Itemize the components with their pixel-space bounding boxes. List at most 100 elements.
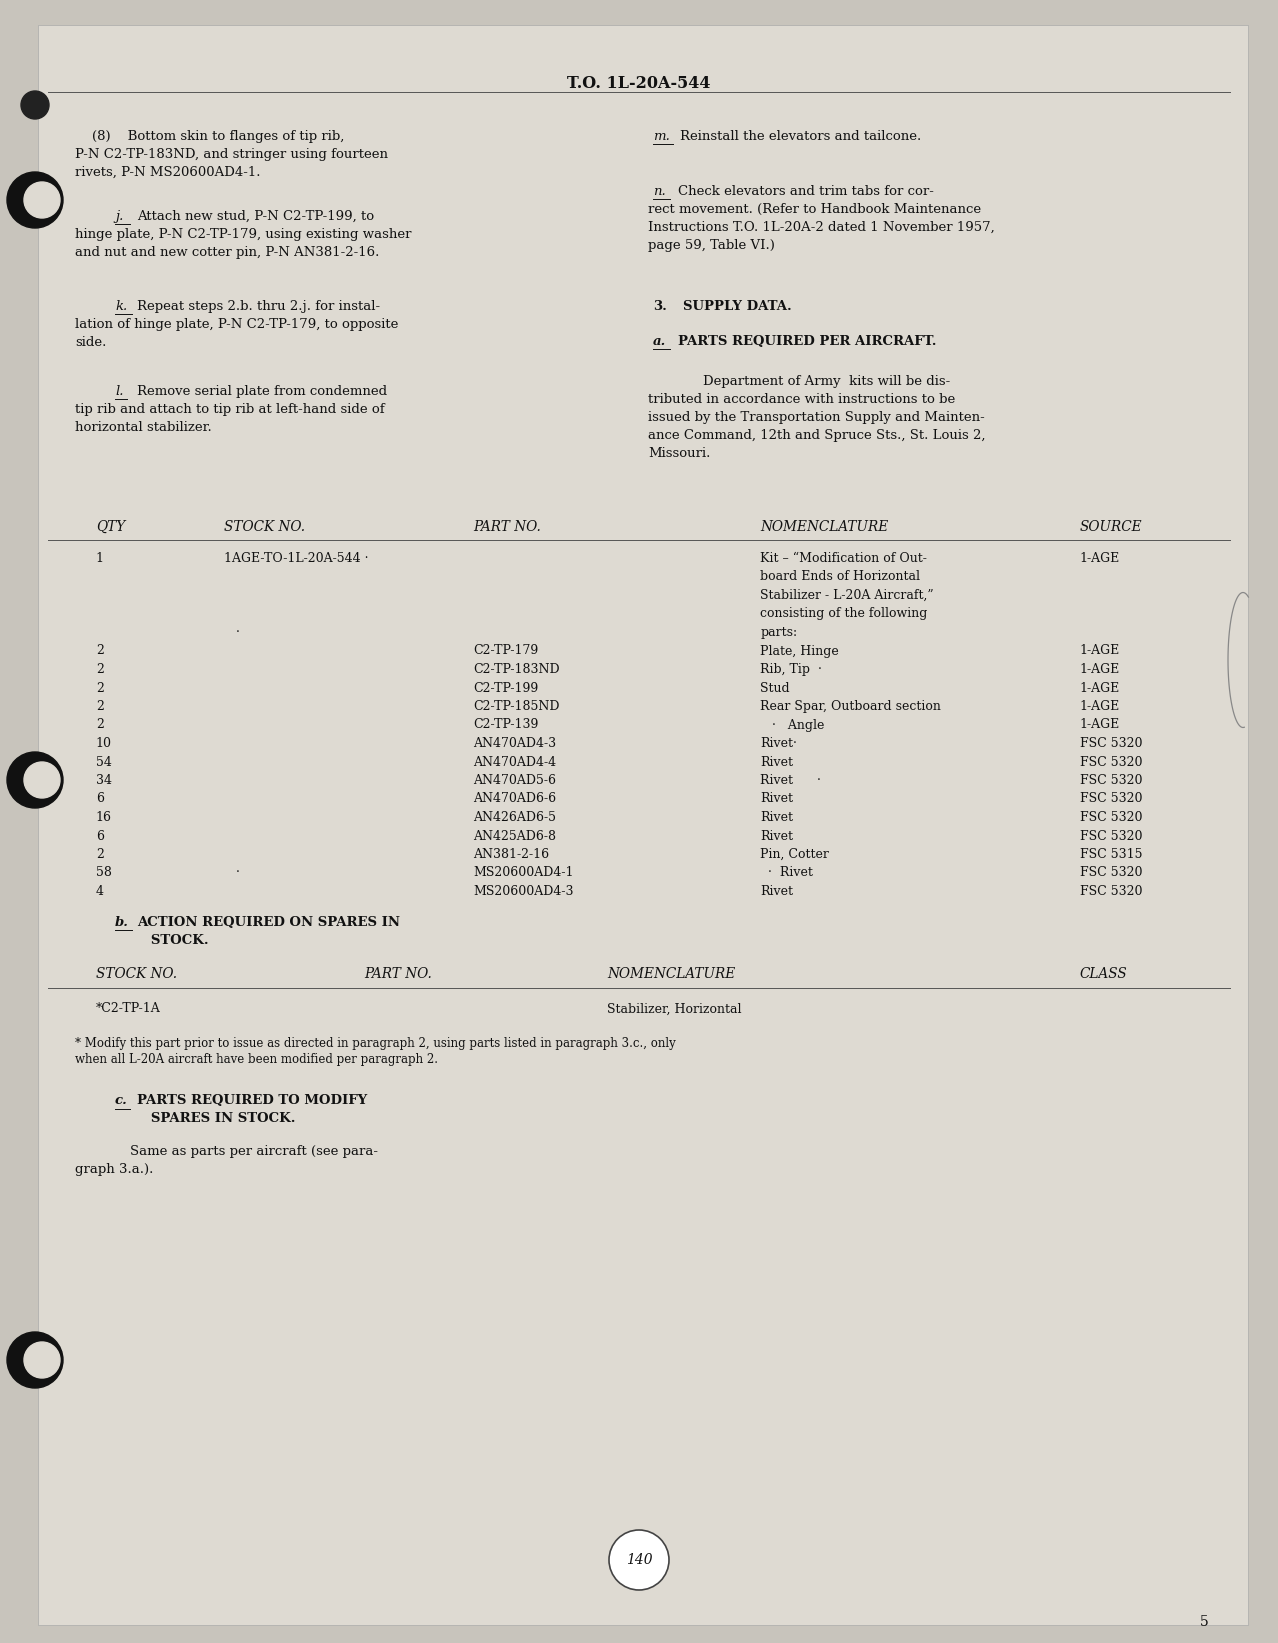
Text: and nut and new cotter pin, P-N AN381-2-16.: and nut and new cotter pin, P-N AN381-2-…: [75, 246, 380, 260]
Circle shape: [6, 1332, 63, 1388]
Text: SPARES IN STOCK.: SPARES IN STOCK.: [137, 1112, 295, 1125]
Text: (8)    Bottom skin to flanges of tip rib,: (8) Bottom skin to flanges of tip rib,: [75, 130, 344, 143]
Text: 140: 140: [626, 1553, 652, 1567]
Text: FSC 5320: FSC 5320: [1080, 812, 1143, 825]
Text: 6: 6: [96, 830, 104, 843]
Text: j.: j.: [115, 210, 124, 223]
Circle shape: [24, 1342, 60, 1378]
Text: STOCK.: STOCK.: [137, 933, 208, 946]
Text: graph 3.a.).: graph 3.a.).: [75, 1163, 153, 1175]
Text: consisting of the following: consisting of the following: [760, 608, 928, 621]
Text: side.: side.: [75, 337, 106, 348]
Text: 2: 2: [96, 718, 104, 731]
Text: horizontal stabilizer.: horizontal stabilizer.: [75, 421, 212, 434]
Text: ·   Angle: · Angle: [760, 718, 824, 731]
Text: c.: c.: [115, 1094, 128, 1107]
Text: Rib, Tip  ·: Rib, Tip ·: [760, 664, 822, 675]
Text: 2: 2: [96, 700, 104, 713]
Text: tip rib and attach to tip rib at left-hand side of: tip rib and attach to tip rib at left-ha…: [75, 403, 385, 416]
Text: issued by the Transportation Supply and Mainten-: issued by the Transportation Supply and …: [648, 411, 985, 424]
Text: C2-TP-139: C2-TP-139: [473, 718, 538, 731]
Text: m.: m.: [653, 130, 670, 143]
Text: CLASS: CLASS: [1080, 968, 1127, 981]
Text: Stud: Stud: [760, 682, 790, 695]
Text: Repeat steps 2.b. thru 2.j. for instal-: Repeat steps 2.b. thru 2.j. for instal-: [137, 301, 380, 314]
Text: 34: 34: [96, 774, 112, 787]
Text: hinge plate, P-N C2-TP-179, using existing washer: hinge plate, P-N C2-TP-179, using existi…: [75, 228, 412, 242]
Text: T.O. 1L-20A-544: T.O. 1L-20A-544: [567, 76, 711, 92]
Text: *C2-TP-1A: *C2-TP-1A: [96, 1002, 161, 1015]
Text: PART NO.: PART NO.: [364, 968, 432, 981]
Text: FSC 5320: FSC 5320: [1080, 866, 1143, 879]
Text: Stabilizer - L-20A Aircraft,”: Stabilizer - L-20A Aircraft,”: [760, 588, 934, 601]
Text: 58: 58: [96, 866, 111, 879]
Text: SOURCE: SOURCE: [1080, 519, 1143, 534]
Text: ACTION REQUIRED ON SPARES IN: ACTION REQUIRED ON SPARES IN: [137, 915, 400, 928]
Circle shape: [6, 752, 63, 808]
Text: AN470AD4-3: AN470AD4-3: [473, 738, 556, 749]
Text: P-N C2-TP-183ND, and stringer using fourteen: P-N C2-TP-183ND, and stringer using four…: [75, 148, 389, 161]
Text: FSC 5320: FSC 5320: [1080, 774, 1143, 787]
Text: AN470AD4-4: AN470AD4-4: [473, 756, 556, 769]
Text: 2: 2: [96, 848, 104, 861]
Text: Reinstall the elevators and tailcone.: Reinstall the elevators and tailcone.: [680, 130, 921, 143]
Text: k.: k.: [115, 301, 128, 314]
Text: Instructions T.O. 1L-20A-2 dated 1 November 1957,: Instructions T.O. 1L-20A-2 dated 1 Novem…: [648, 222, 994, 233]
Text: 10: 10: [96, 738, 112, 749]
Text: SUPPLY DATA.: SUPPLY DATA.: [682, 301, 792, 314]
Text: ·: ·: [224, 626, 239, 639]
Text: Rear Spar, Outboard section: Rear Spar, Outboard section: [760, 700, 942, 713]
Text: Rivet: Rivet: [760, 812, 794, 825]
Text: 1-AGE: 1-AGE: [1080, 644, 1120, 657]
Text: C2-TP-199: C2-TP-199: [473, 682, 538, 695]
Text: FSC 5320: FSC 5320: [1080, 886, 1143, 899]
Text: PART NO.: PART NO.: [473, 519, 541, 534]
Text: tributed in accordance with instructions to be: tributed in accordance with instructions…: [648, 393, 955, 406]
Text: 2: 2: [96, 644, 104, 657]
Text: C2-TP-183ND: C2-TP-183ND: [473, 664, 560, 675]
Text: C2-TP-179: C2-TP-179: [473, 644, 538, 657]
Text: Rivet: Rivet: [760, 830, 794, 843]
Text: 54: 54: [96, 756, 111, 769]
Text: parts:: parts:: [760, 626, 797, 639]
Circle shape: [20, 90, 49, 118]
Text: STOCK NO.: STOCK NO.: [96, 968, 176, 981]
Text: Check elevators and trim tabs for cor-: Check elevators and trim tabs for cor-: [679, 186, 934, 199]
FancyBboxPatch shape: [38, 25, 1249, 1625]
Text: NOMENCLATURE: NOMENCLATURE: [607, 968, 735, 981]
Text: 2: 2: [96, 664, 104, 675]
Text: lation of hinge plate, P-N C2-TP-179, to opposite: lation of hinge plate, P-N C2-TP-179, to…: [75, 319, 399, 330]
Text: b.: b.: [115, 915, 129, 928]
Text: Same as parts per aircraft (see para-: Same as parts per aircraft (see para-: [130, 1145, 378, 1158]
Text: STOCK NO.: STOCK NO.: [224, 519, 304, 534]
Circle shape: [610, 1530, 668, 1590]
Text: ·: ·: [224, 866, 239, 879]
Text: FSC 5320: FSC 5320: [1080, 792, 1143, 805]
Text: when all L-20A aircraft have been modified per paragraph 2.: when all L-20A aircraft have been modifi…: [75, 1053, 438, 1066]
Text: FSC 5320: FSC 5320: [1080, 756, 1143, 769]
Text: AN426AD6-5: AN426AD6-5: [473, 812, 556, 825]
Text: FSC 5315: FSC 5315: [1080, 848, 1143, 861]
Text: QTY: QTY: [96, 519, 125, 534]
Text: Remove serial plate from condemned: Remove serial plate from condemned: [137, 384, 387, 398]
Text: a.: a.: [653, 335, 666, 348]
Text: 5: 5: [1200, 1615, 1209, 1628]
Text: 6: 6: [96, 792, 104, 805]
Text: 1-AGE: 1-AGE: [1080, 552, 1120, 565]
Text: Rivet: Rivet: [760, 756, 794, 769]
Text: Rivet·: Rivet·: [760, 738, 797, 749]
Text: page 59, Table VI.): page 59, Table VI.): [648, 238, 774, 251]
Text: 1-AGE: 1-AGE: [1080, 700, 1120, 713]
Text: 4: 4: [96, 886, 104, 899]
Text: 1AGE-TO-1L-20A-544 ·: 1AGE-TO-1L-20A-544 ·: [224, 552, 368, 565]
Text: ance Command, 12th and Spruce Sts., St. Louis 2,: ance Command, 12th and Spruce Sts., St. …: [648, 429, 985, 442]
Text: Attach new stud, P-N C2-TP-199, to: Attach new stud, P-N C2-TP-199, to: [137, 210, 374, 223]
Text: Stabilizer, Horizontal: Stabilizer, Horizontal: [607, 1002, 741, 1015]
Text: AN381-2-16: AN381-2-16: [473, 848, 550, 861]
Text: 3.: 3.: [653, 301, 667, 314]
Text: MS20600AD4-1: MS20600AD4-1: [473, 866, 574, 879]
Text: 16: 16: [96, 812, 112, 825]
Circle shape: [24, 762, 60, 798]
Circle shape: [6, 173, 63, 228]
Text: FSC 5320: FSC 5320: [1080, 830, 1143, 843]
